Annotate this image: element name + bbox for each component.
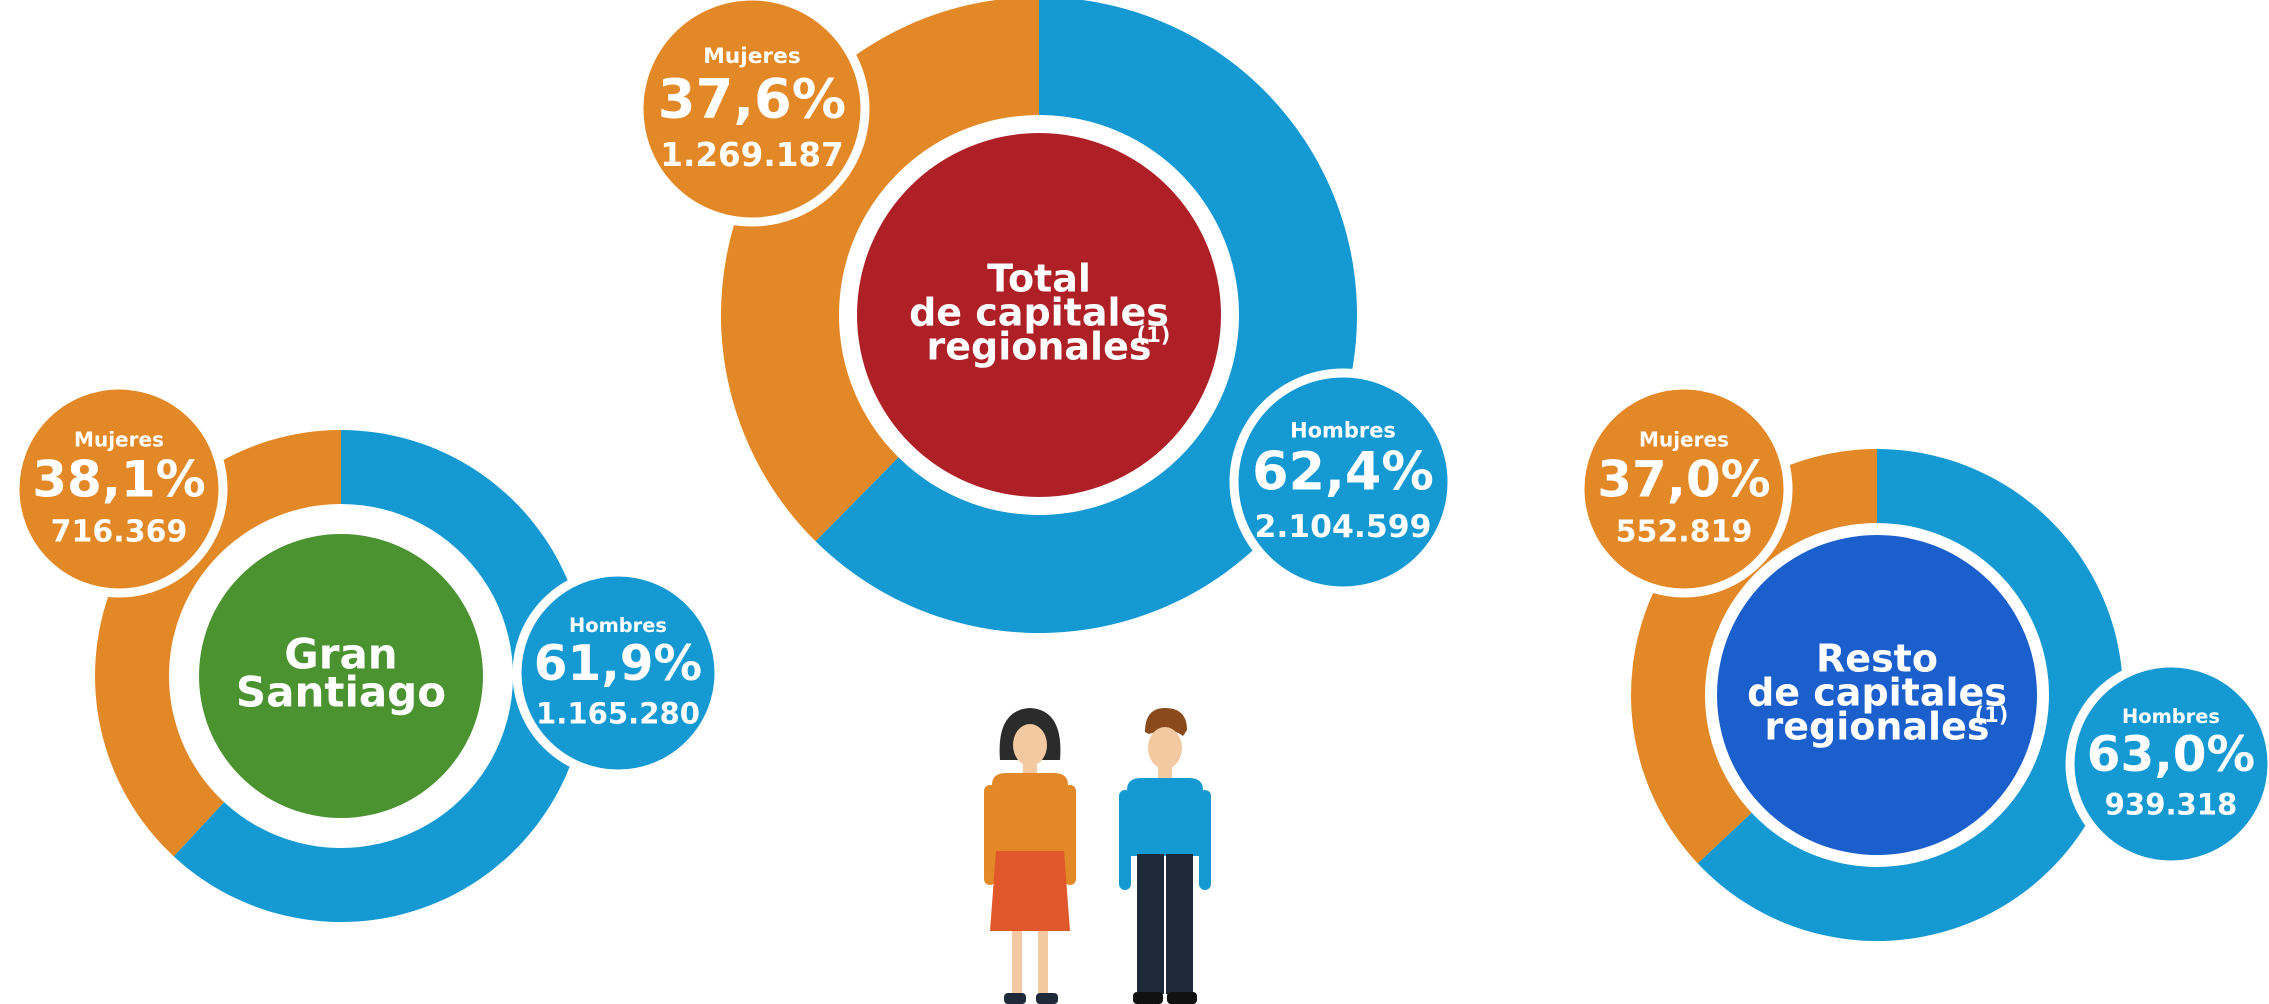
center-circle — [857, 133, 1221, 497]
value-bubble — [10, 380, 228, 598]
value-label: 37,6% — [658, 68, 846, 131]
value-bubble — [1575, 380, 1793, 598]
value-bubble — [1229, 368, 1457, 596]
category-label: Mujeres — [74, 428, 164, 452]
center-title: regionales — [927, 325, 1152, 369]
center-title: Total — [987, 256, 1091, 300]
count-label: 2.104.599 — [1254, 509, 1431, 545]
center-title: de capitales — [1747, 671, 2007, 715]
center-circle — [199, 534, 483, 818]
center-title: Santiago — [236, 667, 446, 716]
count-label: 1.269.187 — [660, 136, 843, 174]
value-label: 63,0% — [2087, 727, 2255, 783]
center-title: regionales — [1765, 705, 1990, 749]
people-illustration — [984, 708, 1211, 1004]
count-label: 716.369 — [51, 515, 188, 550]
category-label: Mujeres — [1639, 428, 1729, 452]
center-title: de capitales — [909, 291, 1169, 335]
center-circle — [1717, 535, 2037, 855]
value-label: 61,9% — [534, 636, 702, 692]
value-label: 62,4% — [1252, 442, 1434, 503]
value-label: 37,0% — [1597, 451, 1770, 509]
category-label: Hombres — [569, 614, 667, 637]
count-label: 552.819 — [1616, 515, 1753, 550]
title-note: (1) — [1975, 703, 2009, 727]
value-bubble — [2065, 658, 2269, 870]
category-label: Mujeres — [703, 44, 801, 69]
donut-segment — [1697, 449, 2123, 941]
value-label: 38,1% — [32, 451, 205, 509]
title-note: (1) — [1137, 323, 1171, 347]
donut-segment — [815, 0, 1357, 633]
count-label: 1.165.280 — [536, 697, 700, 731]
value-bubble — [634, 0, 870, 227]
category-label: Hombres — [2122, 705, 2220, 728]
count-label: 939.318 — [2105, 788, 2238, 822]
center-title: Resto — [1816, 636, 1938, 680]
value-bubble — [512, 567, 724, 779]
donut-segment — [173, 430, 588, 922]
center-title: Gran — [284, 630, 397, 679]
category-label: Hombres — [1290, 419, 1396, 443]
